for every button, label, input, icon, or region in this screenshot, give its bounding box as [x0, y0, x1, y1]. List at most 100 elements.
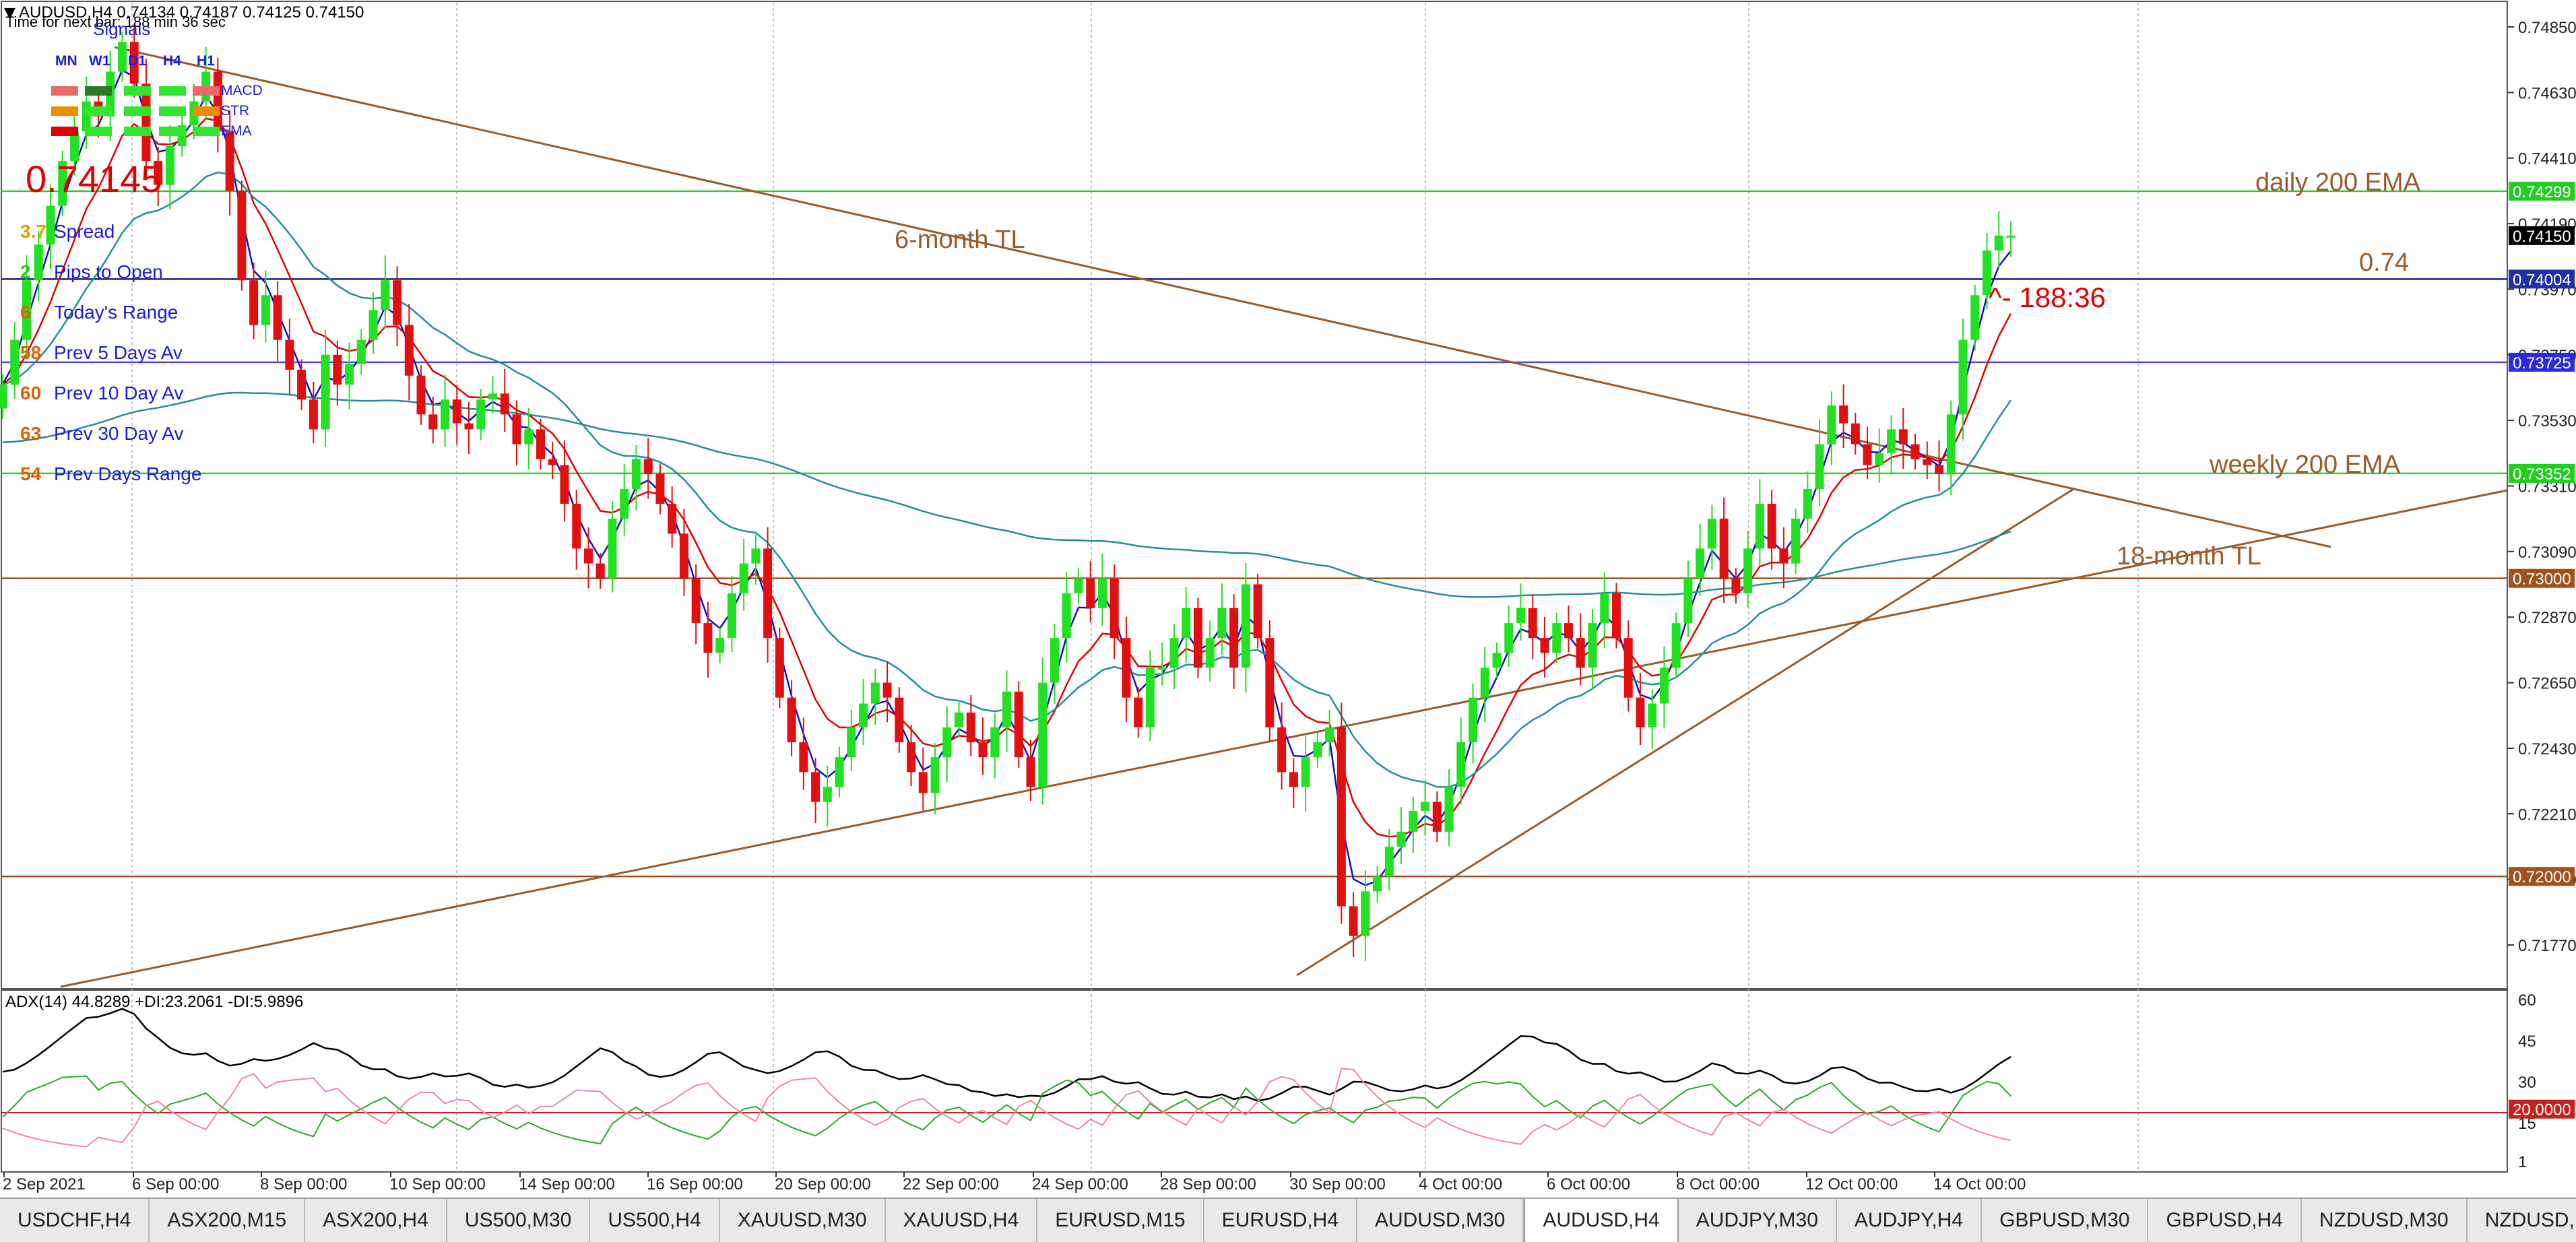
candle-body	[0, 385, 7, 409]
price-badge	[2509, 568, 2575, 588]
time-tick-label: 6 Sep 00:00	[132, 1175, 219, 1194]
price-badge-label: 0.73725	[2513, 354, 2571, 372]
level-074-label: 0.74	[2359, 249, 2409, 277]
candle-body	[1540, 638, 1549, 653]
price-tick-label: 0.72430	[2518, 740, 2576, 758]
candle-body	[907, 742, 916, 773]
candle-body	[1696, 548, 1705, 579]
candle-body	[1217, 608, 1227, 639]
symbol-tab[interactable]: XAUUSD,M30	[719, 1199, 886, 1242]
price-tick-label: 0.72650	[2518, 675, 2576, 693]
candle-body	[1600, 593, 1609, 624]
candle-body	[452, 399, 461, 424]
signal-timeframe-label: D1	[128, 53, 146, 69]
adx-line	[2, 1008, 2011, 1102]
price-badge-label: 0.73352	[2513, 465, 2571, 484]
symbol-tab[interactable]: USDCHF,H4	[0, 1199, 150, 1242]
candle-body	[273, 295, 282, 340]
symbol-tab[interactable]: NZDUSD,M30	[2301, 1199, 2468, 1242]
signal-row-label: EMA	[221, 123, 252, 139]
candle-body	[1421, 802, 1430, 811]
price-axis[interactable]: 0.748500.746300.744100.741900.739700.737…	[2507, 19, 2576, 955]
adx-tick-label: 60	[2518, 991, 2536, 1010]
symbol-tab[interactable]: XAUUSD,H4	[885, 1199, 1038, 1242]
candle-body	[309, 399, 318, 430]
candle-body	[823, 787, 832, 802]
candle-body	[1229, 608, 1239, 668]
main-chart-frame	[1, 1, 2508, 989]
candle-body	[117, 42, 127, 72]
signals-title: Signals	[93, 19, 150, 39]
stat-value: 58	[20, 342, 41, 363]
symbol-tab[interactable]: ASX200,M15	[150, 1199, 306, 1242]
candle-body	[10, 339, 20, 385]
price-chart[interactable]: AUDUSD,H4 0.74134 0.74187 0.74125 0.7415…	[0, 0, 2576, 1198]
candle-body	[1277, 727, 1287, 773]
collapse-arrow-icon[interactable]: ▼	[4, 5, 15, 22]
symbol-tab[interactable]: NZDUSD,H4	[2467, 1199, 2576, 1242]
symbol-tab[interactable]: AUDUSD,M30	[1357, 1199, 1524, 1242]
signal-row-label: MACD	[221, 83, 263, 98]
symbol-tab[interactable]: GBPUSD,M30	[1982, 1199, 2149, 1242]
stat-label: Today's Range	[54, 302, 178, 323]
symbol-tab[interactable]: ASX200,H4	[305, 1199, 447, 1242]
candle-body	[1109, 578, 1119, 639]
symbol-tab[interactable]: AUDUSD,H4	[1524, 1199, 1679, 1242]
symbol-tab[interactable]: AUDJPY,H4	[1836, 1199, 1983, 1242]
candle-body	[739, 563, 748, 593]
price-badge	[2509, 352, 2575, 372]
candle-body	[1301, 757, 1310, 787]
price-badge-label: 0.72000	[2513, 868, 2571, 886]
candle-body	[1623, 638, 1633, 698]
time-tick-label: 14 Oct 00:00	[1933, 1175, 2026, 1194]
signal-timeframe-label: H1	[197, 53, 215, 69]
candle-body	[1409, 810, 1418, 832]
horizontal-levels	[1, 190, 2507, 878]
candle-body	[1779, 548, 1789, 564]
candle-body	[1719, 519, 1729, 579]
signal-cell	[159, 106, 186, 116]
candle-body	[381, 280, 390, 310]
candle-body	[1923, 459, 1932, 465]
candle-body	[1241, 584, 1250, 668]
price-badge	[2509, 867, 2575, 886]
signal-cell	[85, 106, 112, 116]
symbol-tab[interactable]: US500,M30	[447, 1199, 591, 1242]
candle-body	[1815, 444, 1824, 489]
candle-body	[1169, 638, 1179, 668]
candle-body	[333, 354, 342, 385]
candle-body	[1528, 608, 1537, 639]
candle-body	[512, 414, 521, 445]
time-axis: 2 Sep 2021 6 Sep 00:00 8 Sep 00:00 10 Sep 0…	[3, 1172, 2026, 1194]
candle-body	[608, 519, 617, 579]
price-tick-label: 0.74630	[2518, 84, 2576, 102]
minus-di-line	[2, 1068, 2011, 1148]
candle-body	[1349, 906, 1358, 936]
symbol-tab[interactable]: EURUSD,M15	[1037, 1199, 1204, 1242]
price-tick-label: 0.72210	[2518, 806, 2576, 824]
candle-body	[1026, 757, 1035, 787]
candle-body	[1743, 548, 1753, 593]
candle-body	[34, 244, 43, 281]
candle-body	[668, 504, 677, 534]
stat-value: 3.7	[20, 221, 46, 242]
symbol-tab[interactable]: AUDJPY,M30	[1678, 1199, 1837, 1242]
candle-body	[1157, 667, 1167, 670]
candle-body	[595, 563, 605, 579]
eighteen-month-tl-label: 18-month TL	[2117, 542, 2261, 570]
candle-body	[1492, 653, 1502, 668]
symbol-tab[interactable]: US500,H4	[590, 1199, 720, 1242]
candle-body	[1373, 876, 1382, 892]
symbol-tab[interactable]: GBPUSD,H4	[2148, 1199, 2302, 1242]
candle-body	[1983, 250, 1992, 296]
price-tick-label: 0.73530	[2518, 412, 2576, 430]
candle-body	[1456, 742, 1466, 787]
signal-cell	[51, 86, 78, 96]
candle-body	[1361, 891, 1370, 936]
symbol-tab[interactable]: EURUSD,H4	[1204, 1199, 1357, 1242]
candle-body	[129, 42, 139, 84]
candle-body	[1755, 504, 1764, 549]
candle-body	[1038, 682, 1048, 787]
candle-body	[345, 364, 354, 385]
candle-body	[811, 772, 820, 802]
